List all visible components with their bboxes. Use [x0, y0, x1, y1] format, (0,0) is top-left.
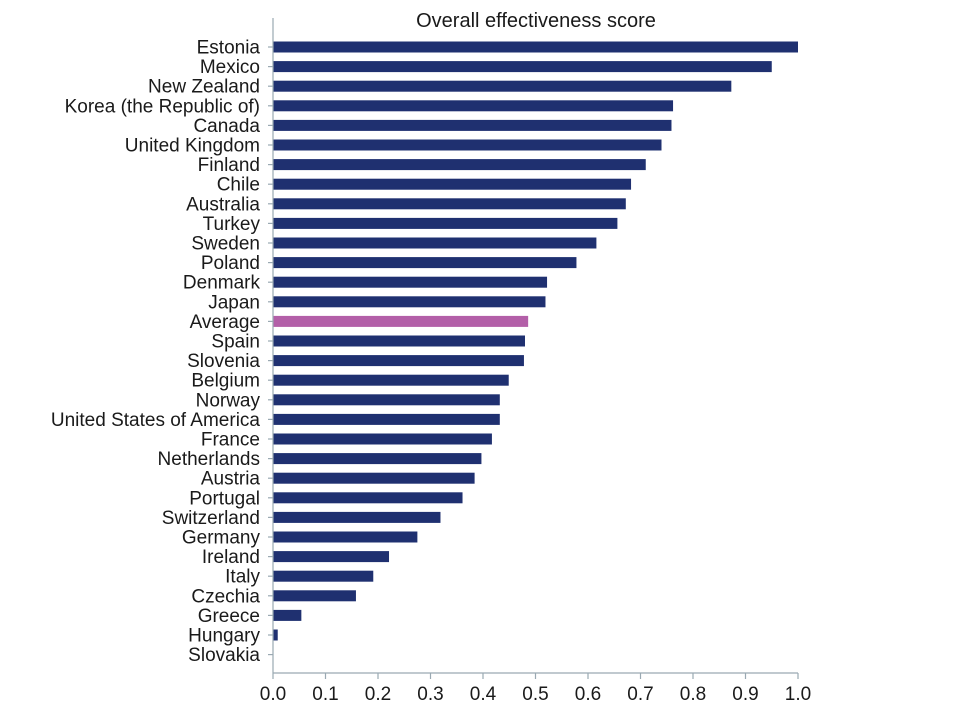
x-tick-label: 1.0: [785, 684, 811, 705]
bar-japan: [273, 296, 546, 308]
x-tick-label: 0.9: [732, 684, 758, 705]
x-tick-label: 0.7: [627, 684, 653, 705]
bar-spain: [273, 335, 525, 347]
bar-estonia: [273, 41, 798, 53]
x-tick-label: 0.2: [365, 684, 391, 705]
bar-turkey: [273, 217, 618, 229]
bar-united-states-of-america: [273, 413, 500, 425]
bar-mexico: [273, 61, 772, 73]
bar-canada: [273, 119, 672, 131]
category-label-mexico: Mexico: [200, 57, 260, 78]
category-label-spain: Spain: [211, 332, 260, 353]
bar-netherlands: [273, 453, 482, 465]
x-tick-label: 0.1: [312, 684, 338, 705]
category-label-germany: Germany: [182, 528, 261, 549]
bar-denmark: [273, 276, 548, 288]
category-label-france: France: [201, 430, 260, 451]
bar-norway: [273, 394, 500, 406]
bar-france: [273, 433, 492, 445]
bar-korea-the-republic-of: [273, 100, 674, 112]
category-label-australia: Australia: [186, 194, 260, 215]
category-label-united-kingdom: United Kingdom: [125, 136, 260, 157]
bar-sweden: [273, 237, 597, 249]
category-label-hungary: Hungary: [188, 626, 260, 647]
bar-poland: [273, 257, 577, 269]
category-label-ireland: Ireland: [202, 547, 260, 568]
bar-germany: [273, 531, 418, 543]
bar-switzerland: [273, 511, 441, 523]
bar-greece: [273, 609, 302, 621]
x-tick-label: 0.8: [680, 684, 706, 705]
category-label-korea-the-republic-of: Korea (the Republic of): [65, 96, 260, 117]
category-label-austria: Austria: [201, 469, 261, 490]
category-label-united-states-of-america: United States of America: [51, 410, 261, 431]
bar-ireland: [273, 551, 390, 563]
bar-portugal: [273, 492, 463, 504]
category-label-norway: Norway: [196, 390, 261, 411]
category-label-slovenia: Slovenia: [187, 351, 260, 372]
category-label-greece: Greece: [198, 606, 260, 627]
category-label-canada: Canada: [193, 116, 260, 137]
category-label-italy: Italy: [225, 567, 260, 588]
x-tick-label: 0.6: [575, 684, 601, 705]
bar-belgium: [273, 374, 509, 386]
category-label-estonia: Estonia: [197, 38, 261, 59]
category-label-turkey: Turkey: [203, 214, 261, 235]
category-label-netherlands: Netherlands: [158, 449, 260, 470]
category-label-denmark: Denmark: [183, 273, 261, 294]
bar-new-zealand: [273, 80, 732, 92]
chart-title: Overall effectiveness score: [416, 10, 656, 32]
x-tick-label: 0.0: [260, 684, 286, 705]
bar-hungary: [273, 629, 278, 641]
category-label-average: Average: [190, 312, 260, 333]
x-tick-label: 0.4: [470, 684, 497, 705]
category-label-belgium: Belgium: [191, 371, 260, 392]
category-label-czechia: Czechia: [191, 586, 260, 607]
category-label-portugal: Portugal: [189, 488, 260, 509]
bar-slovenia: [273, 355, 524, 367]
bar-italy: [273, 570, 374, 582]
bar-finland: [273, 159, 646, 171]
bars-group: [273, 41, 798, 641]
category-label-japan: Japan: [208, 292, 260, 313]
x-tick-label: 0.5: [522, 684, 548, 705]
category-label-sweden: Sweden: [191, 234, 260, 255]
bar-chile: [273, 178, 632, 190]
category-label-switzerland: Switzerland: [162, 508, 260, 529]
category-label-chile: Chile: [217, 175, 260, 196]
category-label-finland: Finland: [198, 155, 260, 176]
bar-australia: [273, 198, 626, 210]
category-label-poland: Poland: [201, 253, 260, 274]
bar-czechia: [273, 590, 356, 602]
x-tick-label: 0.3: [417, 684, 443, 705]
bar-average: [273, 315, 529, 327]
bar-united-kingdom: [273, 139, 662, 151]
x-axis-ticks: 0.0 0.1 0.2 0.3 0.4 0.5 0.6 0.7 0.8 0.9 1.0: [260, 673, 811, 705]
category-label-new-zealand: New Zealand: [148, 77, 260, 98]
category-label-slovakia: Slovakia: [188, 645, 260, 666]
bar-austria: [273, 472, 475, 484]
